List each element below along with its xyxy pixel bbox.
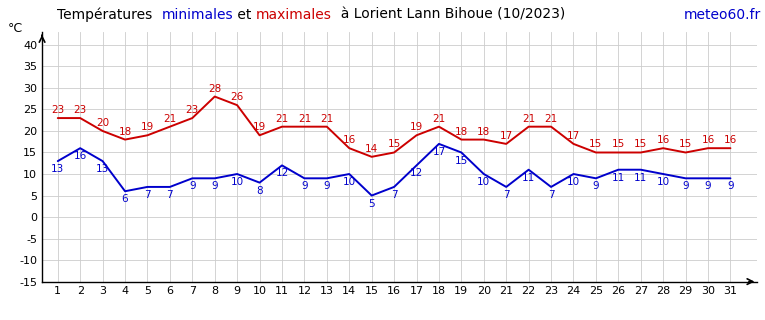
Text: 11: 11 bbox=[612, 173, 625, 183]
Text: 7: 7 bbox=[503, 190, 509, 200]
Text: meteo60.fr: meteo60.fr bbox=[684, 8, 761, 22]
Text: 7: 7 bbox=[548, 190, 555, 200]
Text: 9: 9 bbox=[301, 181, 308, 191]
Text: 10: 10 bbox=[567, 177, 580, 187]
Text: 7: 7 bbox=[391, 190, 398, 200]
Text: 16: 16 bbox=[656, 135, 670, 145]
Text: 18: 18 bbox=[477, 127, 490, 137]
Text: Températures: Températures bbox=[57, 8, 161, 22]
Text: 14: 14 bbox=[365, 144, 379, 154]
Text: 18: 18 bbox=[454, 127, 468, 137]
Text: 19: 19 bbox=[410, 122, 423, 132]
Text: minimales: minimales bbox=[161, 8, 233, 22]
Text: 5: 5 bbox=[369, 198, 375, 209]
Text: 9: 9 bbox=[324, 181, 330, 191]
Text: 12: 12 bbox=[275, 168, 288, 179]
Text: 11: 11 bbox=[634, 173, 647, 183]
Text: 10: 10 bbox=[477, 177, 490, 187]
Text: 16: 16 bbox=[724, 135, 737, 145]
Text: 6: 6 bbox=[122, 194, 129, 204]
Text: 21: 21 bbox=[432, 114, 445, 124]
Text: 7: 7 bbox=[144, 190, 151, 200]
Text: 23: 23 bbox=[51, 105, 64, 115]
Text: 10: 10 bbox=[230, 177, 244, 187]
Text: 18: 18 bbox=[119, 127, 132, 137]
Text: 9: 9 bbox=[189, 181, 196, 191]
Text: 9: 9 bbox=[727, 181, 734, 191]
Text: 9: 9 bbox=[593, 181, 599, 191]
Text: 15: 15 bbox=[388, 140, 401, 149]
Text: 10: 10 bbox=[656, 177, 669, 187]
Text: 15: 15 bbox=[679, 140, 692, 149]
Text: 15: 15 bbox=[612, 140, 625, 149]
Text: 9: 9 bbox=[211, 181, 218, 191]
Text: 19: 19 bbox=[141, 122, 154, 132]
Text: 21: 21 bbox=[545, 114, 558, 124]
Text: 13: 13 bbox=[96, 164, 109, 174]
Text: 16: 16 bbox=[702, 135, 715, 145]
Text: 9: 9 bbox=[682, 181, 689, 191]
Text: 16: 16 bbox=[343, 135, 356, 145]
Text: 21: 21 bbox=[163, 114, 177, 124]
Text: 11: 11 bbox=[522, 173, 536, 183]
Text: 15: 15 bbox=[589, 140, 603, 149]
Text: 21: 21 bbox=[522, 114, 536, 124]
Text: 21: 21 bbox=[275, 114, 288, 124]
Text: 17: 17 bbox=[567, 131, 580, 141]
Text: 17: 17 bbox=[500, 131, 513, 141]
Text: 9: 9 bbox=[705, 181, 711, 191]
Text: 23: 23 bbox=[73, 105, 86, 115]
Text: et: et bbox=[233, 8, 256, 22]
Text: 8: 8 bbox=[256, 186, 263, 196]
Text: 21: 21 bbox=[298, 114, 311, 124]
Text: 20: 20 bbox=[96, 118, 109, 128]
Text: °C: °C bbox=[8, 22, 23, 36]
Text: 15: 15 bbox=[634, 140, 647, 149]
Text: 7: 7 bbox=[167, 190, 173, 200]
Text: 28: 28 bbox=[208, 84, 221, 93]
Text: 12: 12 bbox=[410, 168, 423, 179]
Text: 10: 10 bbox=[343, 177, 356, 187]
Text: 15: 15 bbox=[454, 156, 468, 165]
Text: 21: 21 bbox=[321, 114, 334, 124]
Text: 19: 19 bbox=[253, 122, 266, 132]
Text: à Lorient Lann Bihoue (10/2023): à Lorient Lann Bihoue (10/2023) bbox=[331, 8, 565, 22]
Text: 17: 17 bbox=[432, 147, 445, 157]
Text: 23: 23 bbox=[186, 105, 199, 115]
Text: 26: 26 bbox=[230, 92, 244, 102]
Text: 13: 13 bbox=[51, 164, 64, 174]
Text: maximales: maximales bbox=[256, 8, 331, 22]
Text: 16: 16 bbox=[73, 151, 86, 161]
